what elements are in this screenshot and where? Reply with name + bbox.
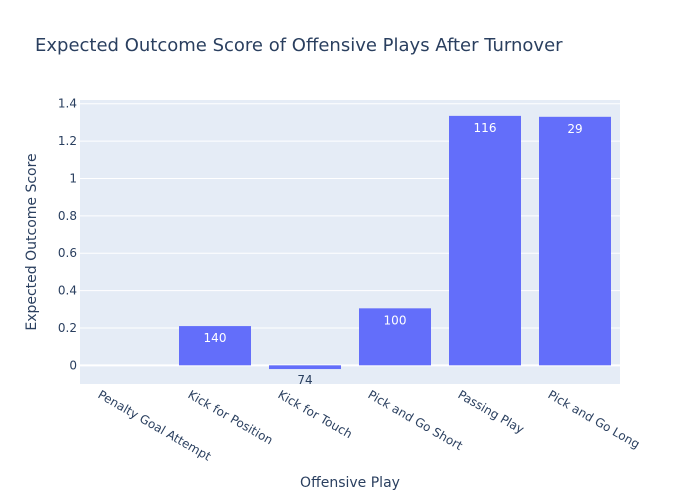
y-tick-label: 0 [69,358,77,372]
x-tick-label: Pick and Go Short [366,387,466,453]
y-tick-label: 0.4 [58,284,77,298]
y-tick-label: 1.4 [58,97,77,111]
bar [449,115,521,366]
x-tick-label: Kick for Touch [276,387,355,441]
bar-label: 29 [567,122,582,136]
bar-label: 140 [204,331,227,345]
bar [539,116,611,366]
bar [179,326,251,366]
y-tick-label: 0.8 [58,209,77,223]
bar [359,308,431,366]
bar-labels: 140 74 100 116 29 [204,121,583,387]
x-tick-label: Passing Play [456,387,527,436]
bar-label: 74 [297,373,312,387]
y-tick-label: 0.2 [58,321,77,335]
x-axis-title: Offensive Play [300,475,400,491]
chart-title: Expected Outcome Score of Offensive Play… [35,35,563,56]
bar-label: 100 [384,313,407,327]
y-tick-label: 1.2 [58,134,77,148]
bar [269,365,341,370]
y-tick-label: 1 [69,171,77,185]
x-tick-label: Pick and Go Long [546,387,643,451]
y-tick-label: 0.6 [58,246,77,260]
y-tick-labels: 0 0.2 0.4 0.6 0.8 1 1.2 1.4 [58,97,77,373]
bars [179,115,611,370]
y-axis-title: Expected Outcome Score [24,153,40,330]
x-tick-label: Kick for Position [186,387,276,447]
bar-label: 116 [474,121,497,135]
plot-area [80,100,620,384]
gridlines [80,103,620,367]
